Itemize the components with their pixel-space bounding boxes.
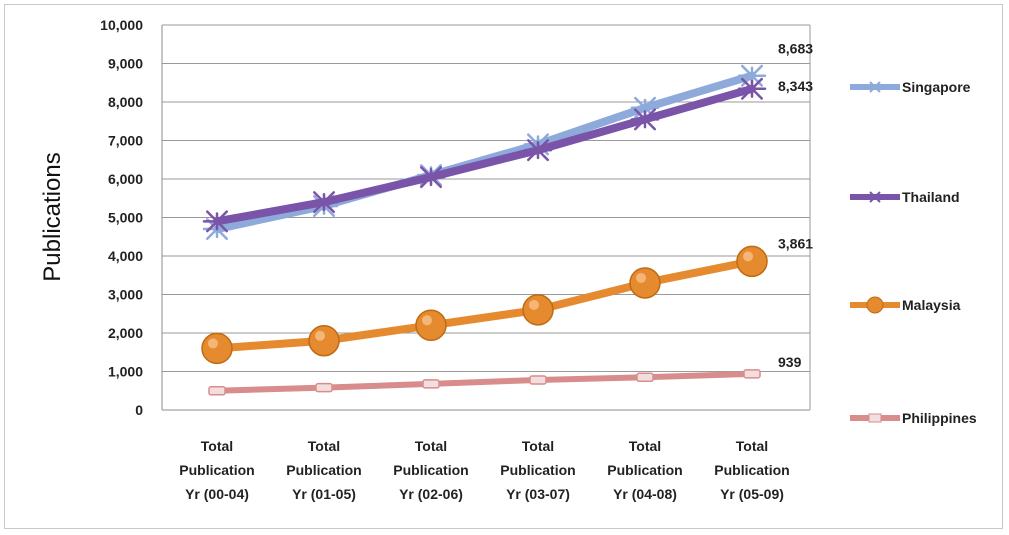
y-tick-label: 7,000 (108, 133, 143, 149)
x-tick-label-line: Total (308, 438, 340, 454)
y-axis-ticks: 0 1,000 2,000 3,000 4,000 5,000 6,000 7,000 8,00… (100, 17, 143, 418)
x-axis-labels: Total Publication Yr (00-04) Total Publicati… (179, 438, 789, 502)
series-line (213, 257, 756, 353)
legend-label: Philippines (902, 410, 977, 426)
legend-item-singapore: Singapore (850, 79, 971, 95)
data-label: 939 (778, 354, 802, 370)
x-tick-label-line: Total (629, 438, 661, 454)
data-point (416, 166, 446, 189)
data-point (315, 382, 333, 393)
legend-item-philippines: Philippines (850, 410, 977, 426)
x-tick-label-line: Yr (04-08) (613, 486, 677, 502)
y-tick-label: 4,000 (108, 248, 143, 264)
gridlines (161, 24, 811, 411)
series-lines (201, 64, 768, 396)
legend-label: Malaysia (902, 297, 961, 313)
x-tick-label: Total Publication Yr (04-08) (607, 438, 682, 502)
data-point (309, 191, 339, 214)
x-tick-label: Total Publication Yr (00-04) (179, 438, 254, 502)
data-label: 8,683 (778, 41, 813, 57)
x-tick-label-line: Total (201, 438, 233, 454)
data-point (415, 309, 447, 342)
data-label: 3,861 (778, 235, 813, 251)
x-tick-label-line: Yr (02-06) (399, 486, 463, 502)
data-point (208, 386, 226, 396)
y-tick-label: 8,000 (108, 94, 143, 110)
series-philippines (208, 369, 761, 396)
x-tick-label-line: Publication (714, 462, 789, 478)
series-singapore (202, 64, 767, 241)
data-point (743, 369, 761, 379)
data-point (522, 294, 554, 326)
data-point (202, 210, 232, 233)
data-point (422, 379, 440, 389)
x-tick-label-line: Yr (01-05) (292, 486, 356, 502)
x-tick-label-line: Publication (500, 462, 575, 478)
data-point (308, 324, 340, 357)
data-labels: 8,683 8,343 3,861 939 (778, 41, 813, 370)
data-point (523, 139, 553, 162)
y-axis-label: Publications (39, 152, 66, 281)
y-tick-label: 1,000 (108, 364, 143, 380)
x-tick-label-line: Total (736, 438, 768, 454)
data-point (629, 267, 661, 299)
data-point (736, 245, 768, 278)
legend-marker (869, 191, 881, 203)
y-tick-label: 0 (135, 402, 143, 418)
chart-frame (4, 4, 1003, 529)
x-tick-label: Total Publication Yr (01-05) (286, 438, 361, 502)
legend-marker (869, 81, 881, 93)
data-point (529, 375, 547, 385)
legend: Singapore Thailand Malaysia Philippines (850, 79, 977, 426)
legend-marker (868, 413, 882, 423)
data-point (737, 77, 767, 100)
x-tick-label-line: Publication (393, 462, 468, 478)
data-label: 8,343 (778, 78, 813, 94)
x-tick-label: Total Publication Yr (05-09) (714, 438, 789, 502)
data-point (630, 108, 660, 131)
series-thailand (202, 77, 767, 233)
x-tick-label-line: Yr (05-09) (720, 486, 784, 502)
x-tick-label-line: Publication (179, 462, 254, 478)
data-point (636, 372, 654, 383)
y-tick-label: 10,000 (100, 17, 143, 33)
y-tick-label: 3,000 (108, 287, 143, 303)
x-tick-label-line: Publication (607, 462, 682, 478)
legend-label: Singapore (902, 79, 971, 95)
legend-item-malaysia: Malaysia (850, 296, 961, 314)
y-tick-label: 5,000 (108, 210, 143, 226)
legend-marker (866, 296, 884, 314)
series-line (214, 370, 755, 394)
x-tick-label-line: Publication (286, 462, 361, 478)
series-line (213, 84, 756, 226)
x-tick-label-line: Yr (03-07) (506, 486, 570, 502)
y-tick-label: 9,000 (108, 56, 143, 72)
x-tick-label-line: Total (522, 438, 554, 454)
series-malaysia (201, 245, 768, 365)
x-tick-label: Total Publication Yr (03-07) (500, 438, 575, 502)
y-tick-label: 6,000 (108, 171, 143, 187)
legend-item-thailand: Thailand (850, 189, 960, 205)
x-tick-label-line: Total (415, 438, 447, 454)
x-tick-label-line: Yr (00-04) (185, 486, 249, 502)
legend-label: Thailand (902, 189, 960, 205)
x-tick-label: Total Publication Yr (02-06) (393, 438, 468, 502)
y-tick-label: 2,000 (108, 325, 143, 341)
data-point (201, 332, 233, 365)
